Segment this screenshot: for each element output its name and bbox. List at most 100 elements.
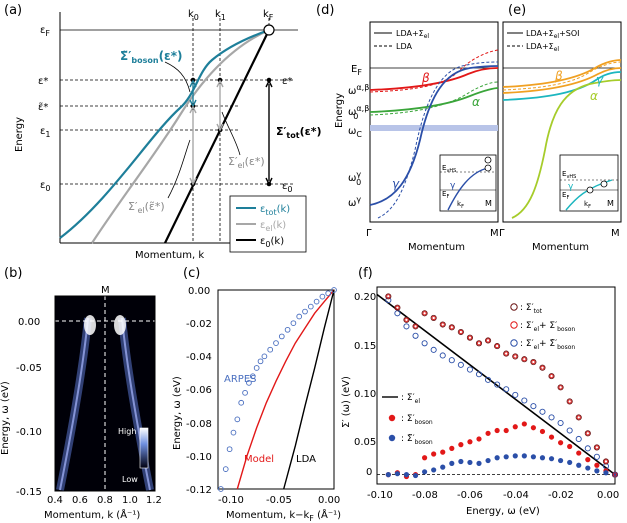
sigma-boson-point — [548, 434, 555, 440]
inset-gamma-curve — [447, 167, 489, 211]
arrowhead — [189, 79, 197, 88]
sigma-el-boson-point — [449, 325, 454, 330]
legend-el: εel(k) — [260, 220, 286, 233]
sigma-tot-point — [566, 398, 573, 405]
sigma-tot-point — [439, 321, 446, 328]
eF-label: εF — [40, 25, 50, 38]
c-ytick: -0.10 — [186, 452, 212, 463]
inset-point — [484, 156, 492, 164]
sigma-el-boson-point — [603, 459, 608, 464]
inset-kf: kF — [457, 200, 464, 210]
sigma-tot-point — [457, 328, 464, 336]
arpes-point — [230, 429, 237, 436]
sigma-boson-point — [530, 425, 537, 431]
f-xtick: -0.08 — [412, 490, 438, 501]
sigma-btilde-point — [548, 456, 555, 462]
inset-ef: EF — [442, 190, 449, 200]
c-xtick: 0.00 — [318, 495, 340, 506]
arpes-point — [222, 466, 229, 472]
e-inset — [559, 154, 619, 212]
arpes-branch-left — [59, 317, 89, 491]
kF-label: kF — [263, 9, 274, 22]
d-m-tick: M — [490, 228, 499, 239]
e-gamma-tick: Γ — [499, 228, 505, 239]
sigma-el-boson-point — [513, 354, 518, 359]
level-wab0-label: ωα,β 0 — [348, 104, 369, 121]
sigma-boson-point — [539, 428, 546, 435]
sigma-boson-point — [576, 450, 582, 456]
sigma-el-boson-point — [504, 351, 509, 356]
sigma-boson-point — [521, 421, 527, 427]
f-xtick: -0.04 — [503, 490, 529, 501]
b-xtick: 0.6 — [72, 495, 88, 506]
c-ytick: -0.02 — [186, 319, 212, 330]
wc-band — [370, 125, 498, 131]
f-legend-eltilde: : Σ′el+ Σ̃′boson — [520, 339, 575, 351]
d-alpha-label: α — [472, 95, 480, 109]
sigma-el-boson-point — [395, 305, 400, 310]
sigma-el-boson-point — [422, 311, 427, 316]
f-legend-marker-tot — [510, 303, 518, 311]
sigma-btilde-point — [603, 470, 609, 476]
arrowhead — [189, 105, 197, 114]
gamma-sigma — [369, 65, 499, 206]
gamma-lda — [377, 61, 499, 219]
sigma-el-boson-point — [495, 344, 500, 349]
sigma-boson-point — [467, 439, 473, 445]
arrowhead — [216, 123, 224, 132]
e1-label: ε1 — [40, 126, 51, 139]
b-xtick: 0.8 — [97, 495, 113, 506]
panel-label-a: (a) — [4, 3, 22, 18]
sigma-el-btilde-point — [439, 352, 446, 359]
c-plot — [218, 287, 337, 492]
ann-el1: Σ′el(ε*) — [228, 155, 265, 170]
arpes-point — [278, 333, 285, 340]
sigma-btilde-point — [394, 471, 400, 477]
sigma-btilde-point — [494, 455, 500, 461]
f-legend-elboson: : Σ′el+ Σ′boson — [520, 321, 575, 333]
orange-dashed — [502, 61, 622, 91]
f-xtick: 0.00 — [597, 490, 619, 501]
c-ytick: -0.12 — [186, 485, 212, 496]
sigma-btilde-point — [558, 457, 564, 464]
sigma-btilde-point — [521, 453, 527, 459]
sigma-tot-point — [385, 293, 392, 300]
sigma-el-boson-point — [613, 472, 618, 477]
sigma-el-boson-point — [594, 445, 599, 450]
sigma-el-btilde-point — [503, 386, 510, 393]
b-ytick: 0.00 — [18, 317, 40, 328]
ann-boson-pointer — [164, 61, 191, 93]
kF-point — [263, 24, 275, 36]
sigma-boson-point — [458, 442, 464, 448]
f-ytick: 0.05 — [354, 437, 376, 448]
k1-label: k1 — [215, 9, 226, 22]
sigma-el-btilde-point — [557, 419, 564, 427]
level-ef-label: EF — [351, 64, 362, 77]
f-legend-boson: : Σ′boson — [401, 414, 433, 426]
f-legend-el: : Σ′el — [401, 393, 420, 405]
estar-right-label: ε* — [282, 76, 292, 87]
sigma-btilde-point — [567, 459, 573, 466]
level-wc-label: ωC — [348, 126, 362, 139]
sigma-btilde-point — [485, 457, 491, 464]
arpes-point — [226, 446, 233, 453]
sigma-tot-point — [575, 414, 582, 421]
arpes-point — [218, 486, 224, 492]
arpes-point — [242, 389, 248, 396]
arpes-point — [238, 399, 245, 406]
sigma-btilde-point — [476, 460, 482, 466]
sigma-el-btilde-point — [512, 391, 519, 398]
ann-el1-pointer — [221, 111, 241, 156]
e-gamma-label: γ — [596, 73, 604, 87]
c-label-lda: LDA — [296, 454, 316, 465]
b-ytick: -0.10 — [16, 427, 42, 438]
d-inset — [439, 154, 497, 212]
lime-band — [511, 79, 622, 219]
sigma-el-btilde-point — [530, 403, 537, 410]
sigma-tot-point — [412, 323, 419, 330]
sigma-tot-point — [521, 356, 528, 363]
sigma-boson-point — [422, 455, 428, 461]
arrowhead — [265, 79, 273, 88]
sigma-el-btilde-point — [412, 332, 419, 339]
sigma-boson-point — [476, 436, 482, 442]
